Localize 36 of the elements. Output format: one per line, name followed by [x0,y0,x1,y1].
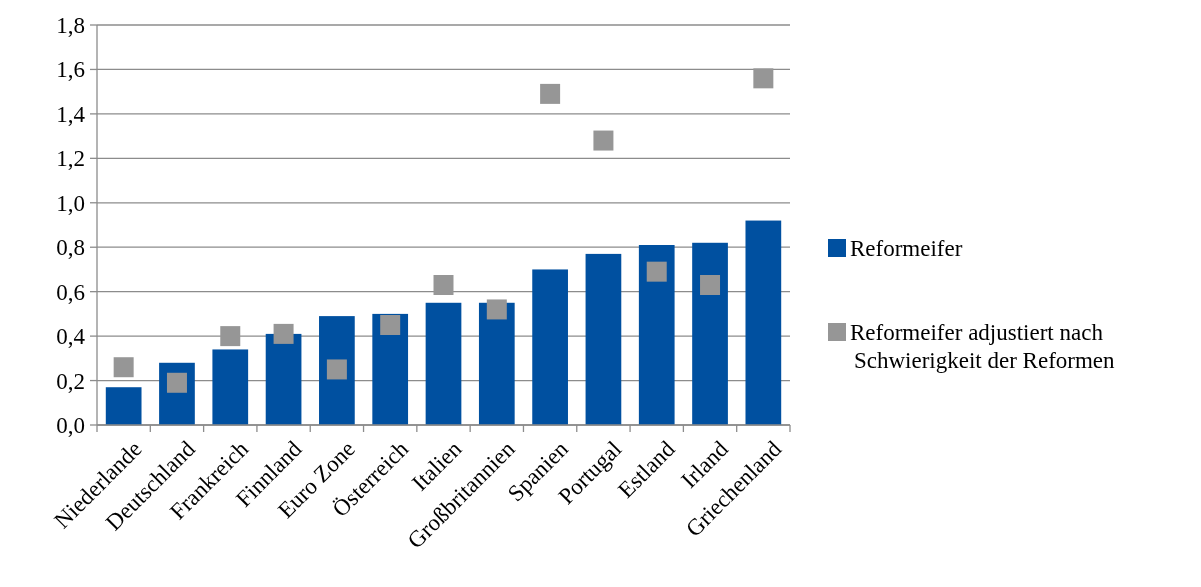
point [166,372,187,393]
point [326,359,347,380]
bar [585,253,622,425]
legend-label: Reformeifer adjustiert nach Schwierigkeit der Reformen [850,320,1116,374]
y-tick-label: 0,0 [56,413,85,439]
bar [425,302,462,425]
bar [265,333,302,425]
point [433,275,454,295]
bar [692,242,728,425]
y-tick-label: 1,2 [56,146,85,172]
y-tick-label: 1,0 [56,190,85,216]
bar [319,316,355,425]
bar [105,387,142,425]
point [113,357,134,378]
point [273,323,294,344]
bar [745,220,782,425]
bar [212,349,249,425]
bar [478,302,515,425]
y-tick-label: 0,2 [56,368,85,394]
y-tick-label: 0,8 [56,235,85,261]
y-tick-label: 1,4 [56,101,86,127]
legend-label: Reformeifer [850,236,963,262]
y-tick-label: 0,6 [56,279,85,305]
point [593,130,614,151]
y-tick-label: 0,4 [56,324,86,350]
point [486,299,507,320]
point [380,315,401,335]
point [220,326,241,347]
point [700,275,721,295]
point [753,68,774,89]
bar [638,245,675,425]
y-tick-label: 1,6 [56,57,85,83]
point [646,261,667,282]
point [540,83,561,104]
y-tick-label: 1,8 [56,13,85,39]
bar [532,269,568,425]
